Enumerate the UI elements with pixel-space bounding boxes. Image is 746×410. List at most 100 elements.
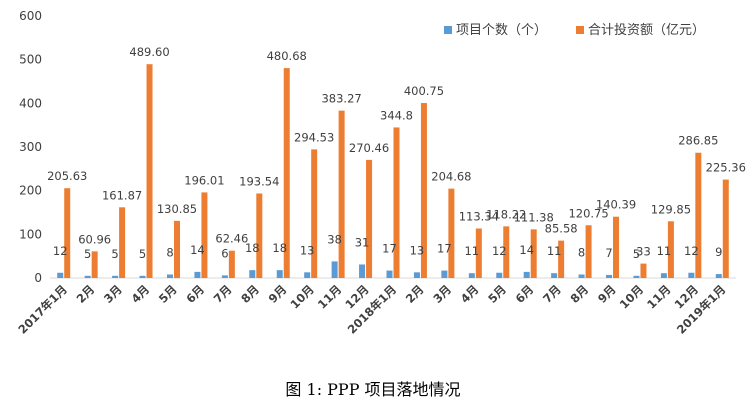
bar-project-count [413,272,420,278]
x-tick-label: 3月 [430,282,454,306]
bar-project-count [331,261,338,278]
x-tick-label: 10月 [287,282,316,311]
bar-investment [91,251,98,278]
x-tick-label: 6月 [183,282,207,306]
data-label-investment: 400.75 [404,84,444,98]
data-label-project-count: 12 [53,244,68,258]
x-tick-label: 3月 [101,282,125,306]
data-label-investment: 130.85 [157,202,197,216]
x-tick-label: 10月 [617,282,646,311]
bar-project-count [578,274,585,278]
data-label-project-count: 8 [578,246,585,260]
data-label-investment: 140.39 [596,198,636,212]
x-tick-label: 11月 [644,282,673,311]
bar-project-count [551,273,558,278]
bar-investment [173,220,180,278]
data-label-investment: 161.87 [102,188,142,202]
x-tick-label: 5月 [485,282,509,306]
bar-investment [530,229,537,278]
bar-project-count [468,273,475,278]
data-label-project-count: 18 [245,241,260,255]
y-axis: 0 100 200 300 400 500 600 [19,9,42,285]
x-tick-label: 9月 [595,282,619,306]
data-label-investment: 225.36 [706,161,746,175]
bar-project-count [112,275,119,278]
legend-label-investment: 合计投资额（亿元） [588,22,705,38]
x-tick-label: 2月 [403,282,427,306]
data-label-project-count: 11 [547,244,562,258]
data-label-project-count: 6 [221,246,228,260]
bars: 12205.63560.965161.875489.608130.8514196… [47,45,746,279]
legend: 项目个数（个） 合计投资额（亿元） [444,22,705,38]
legend-swatch-investment [576,26,584,34]
bar-investment [228,250,235,278]
bar-project-count [633,275,640,278]
bar-project-count [249,270,256,278]
bar-investment [146,64,153,278]
data-label-project-count: 13 [300,243,315,257]
data-label-investment: 480.68 [267,49,307,63]
x-tick-label: 7月 [540,282,564,306]
legend-swatch-project-count [444,26,452,34]
bar-investment [448,188,455,278]
bar-investment [283,68,290,279]
bar-project-count [715,274,722,278]
y-tick-label: 300 [19,140,42,154]
data-label-investment: 205.63 [47,169,87,183]
data-label-investment: 60.96 [78,232,111,246]
bar-project-count [441,270,448,278]
legend-label-project-count: 项目个数（个） [456,23,547,38]
x-tick-label: 4月 [128,282,152,306]
data-label-project-count: 17 [437,242,452,256]
bar-project-count [523,271,530,278]
bar-project-count [304,272,311,278]
x-tick-label: 11月 [315,282,344,311]
data-label-investment: 383.27 [321,92,361,106]
bar-project-count [496,272,503,278]
y-tick-label: 500 [19,53,42,67]
x-tick-label: 5月 [156,282,180,306]
bar-investment [722,179,729,278]
bar-project-count [359,264,366,278]
bar-investment [558,240,565,278]
data-label-project-count: 38 [327,232,342,246]
x-tick-label: 2017年1月 [15,282,69,336]
y-tick-label: 0 [34,271,42,285]
bar-project-count [194,271,201,278]
data-label-investment: 286.85 [678,134,718,148]
x-tick-label: 8月 [238,282,262,306]
data-label-investment: 193.54 [239,174,279,188]
bar-investment [366,159,373,278]
bar-investment [420,103,427,279]
data-label-project-count: 5 [139,247,146,261]
data-label-project-count: 17 [382,242,397,256]
data-label-investment: 196.01 [184,173,224,187]
bar-investment [695,152,702,278]
x-tick-label: 7月 [211,282,235,306]
data-label-project-count: 11 [657,244,672,258]
data-label-investment: 118.22 [486,207,526,221]
data-label-project-count: 14 [190,243,205,257]
data-label-project-count: 12 [684,244,699,258]
data-label-project-count: 13 [410,243,425,257]
bar-project-count [688,272,695,278]
x-tick-label: 9月 [266,282,290,306]
data-label-investment: 120.75 [568,206,608,220]
data-label-investment: 62.46 [215,232,248,246]
data-label-investment: 270.46 [349,141,389,155]
bar-investment [338,110,345,278]
bar-investment [256,193,263,278]
x-tick-label: 4月 [458,282,482,306]
bar-investment [201,192,208,278]
data-label-investment: 294.53 [294,130,334,144]
data-label-investment: 204.68 [431,170,471,184]
data-label-project-count: 5 [84,247,91,261]
bar-investment [503,226,510,278]
bar-investment [667,221,674,278]
data-label-project-count: 5 [111,247,118,261]
data-label-investment: 111.38 [514,210,554,224]
data-label-project-count: 11 [464,244,479,258]
bar-project-count [221,275,228,278]
x-tick-label: 6月 [513,282,537,306]
